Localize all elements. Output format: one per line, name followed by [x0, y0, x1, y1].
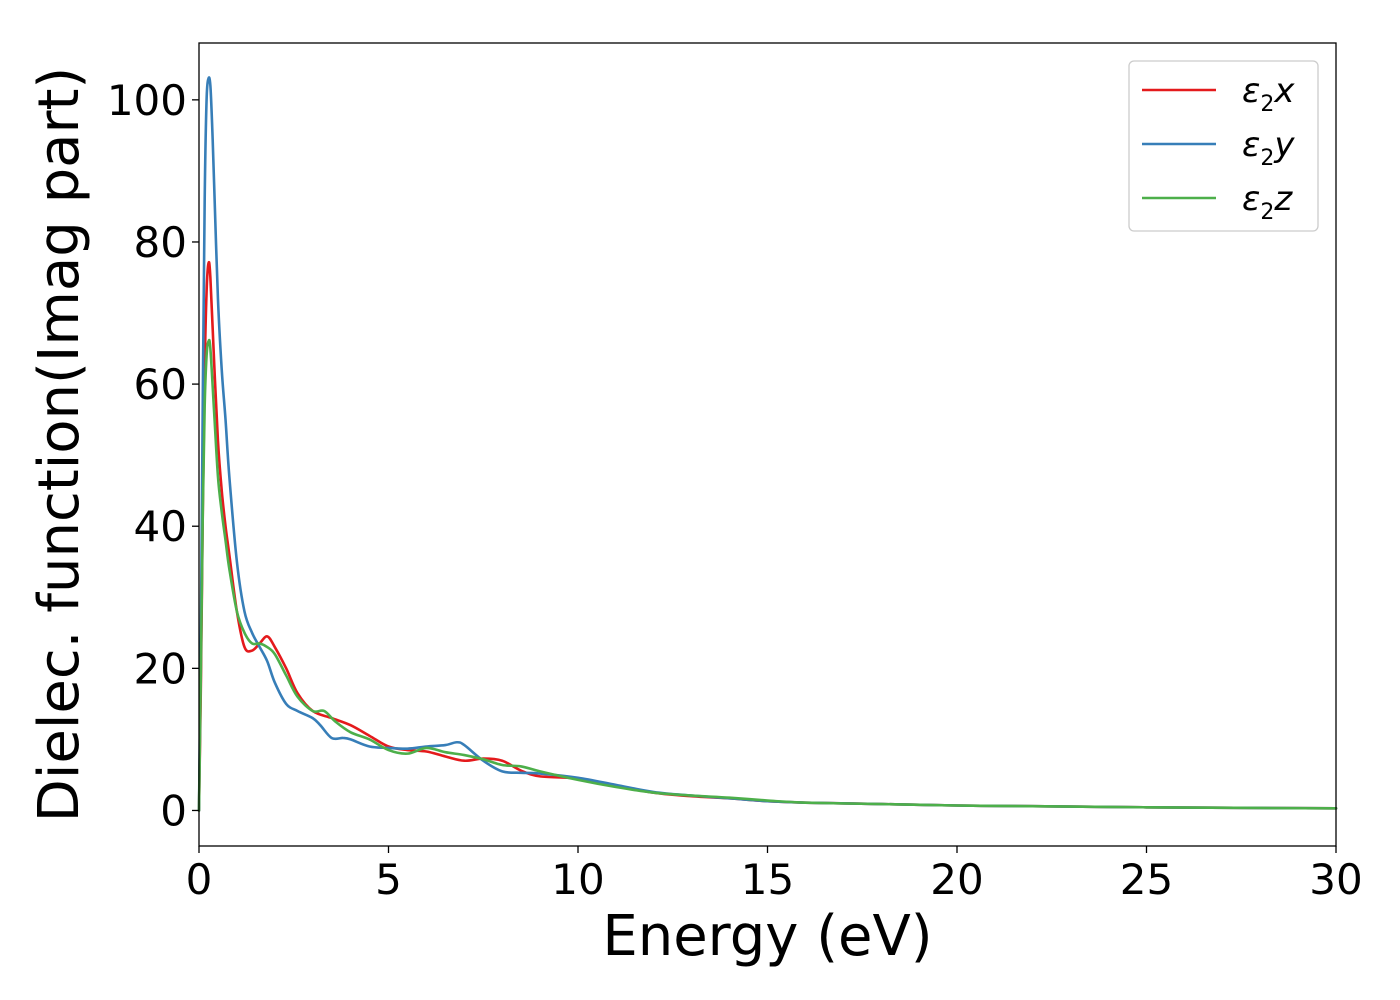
plot-series — [197, 76, 1338, 812]
series-line-x — [197, 260, 1338, 812]
y-tick-label: 0 — [160, 786, 187, 835]
x-tick-label: 20 — [930, 855, 983, 904]
legend-symbol: ε — [1242, 71, 1260, 111]
legend-symbol: ε — [1242, 125, 1260, 165]
legend-label-z: ε2z — [1242, 179, 1293, 225]
x-tick-label: 0 — [186, 855, 213, 904]
x-tick-label: 15 — [741, 855, 794, 904]
y-tick-label: 20 — [134, 644, 187, 693]
legend-subscript: 2 — [1260, 146, 1274, 171]
x-axis-label: Energy (eV) — [602, 904, 932, 969]
y-tick-label: 60 — [134, 360, 187, 409]
x-tick-label: 25 — [1120, 855, 1173, 904]
legend-symbol: ε — [1242, 179, 1260, 219]
y-tick-label: 80 — [134, 218, 187, 267]
legend-subscript: 2 — [1260, 200, 1274, 225]
series-line-z — [197, 338, 1338, 812]
legend-label-x: ε2x — [1242, 71, 1295, 117]
legend-box — [1128, 60, 1319, 232]
y-tick-label: 100 — [107, 76, 187, 125]
x-tick-label: 30 — [1309, 855, 1362, 904]
legend-label-y: ε2y — [1242, 125, 1295, 171]
y-axis-label: Dielec. function(Imag part) — [27, 67, 92, 823]
legend-component: z — [1273, 179, 1293, 219]
legend-component: y — [1273, 125, 1295, 165]
x-tick-label: 5 — [375, 855, 402, 904]
y-axis-ticks: 0 20 40 60 80 100 — [107, 76, 199, 835]
x-tick-label: 10 — [551, 855, 604, 904]
x-axis-ticks: 0 5 10 15 20 25 30 — [186, 846, 1363, 904]
y-tick-label: 40 — [134, 502, 187, 551]
legend-component: x — [1273, 71, 1295, 111]
legend-subscript: 2 — [1260, 92, 1274, 117]
